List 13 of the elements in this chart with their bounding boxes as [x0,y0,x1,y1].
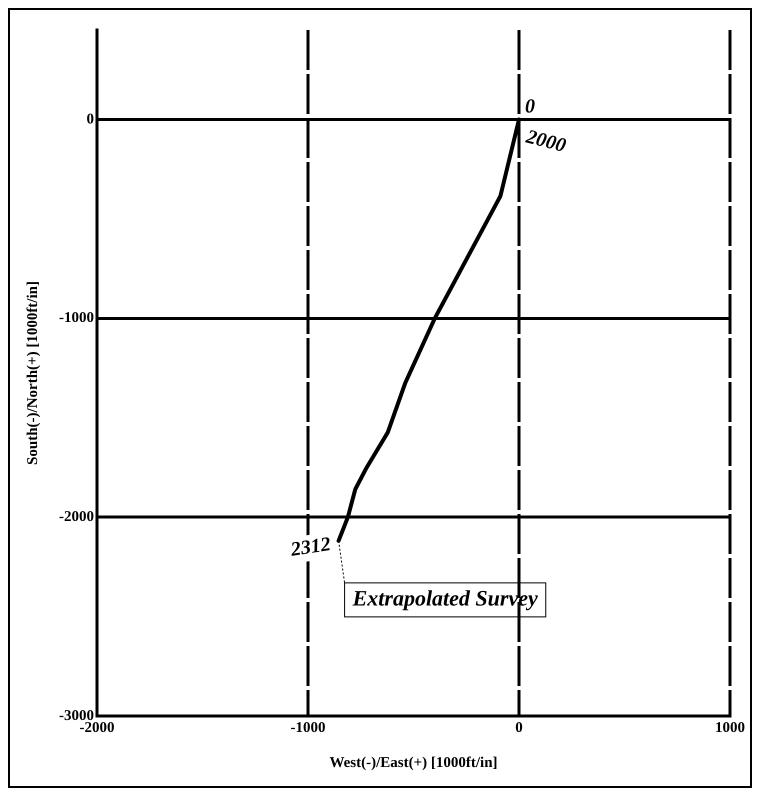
x-tick-label: -2000 [79,720,114,736]
annotation: 2000 [523,125,568,157]
x-tick-label: 1000 [715,720,745,736]
x-tick-label: 0 [515,720,523,736]
annotation: 0 [525,96,535,118]
annotation: Extrapolated Survey [352,586,538,611]
annotation: 2312 [288,533,332,562]
y-axis-title: South(-)/North(+) [1000ft/in] [24,281,41,465]
y-tick-label: -1000 [58,310,94,326]
y-tick-label: 0 [86,111,94,128]
y-tick-label: -2000 [58,509,94,526]
x-tick-label: -1000 [290,720,326,736]
x-axis-title: West(-)/East(+) [1000ft/in] [329,754,498,771]
